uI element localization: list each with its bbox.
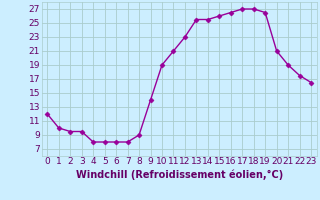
X-axis label: Windchill (Refroidissement éolien,°C): Windchill (Refroidissement éolien,°C) xyxy=(76,169,283,180)
